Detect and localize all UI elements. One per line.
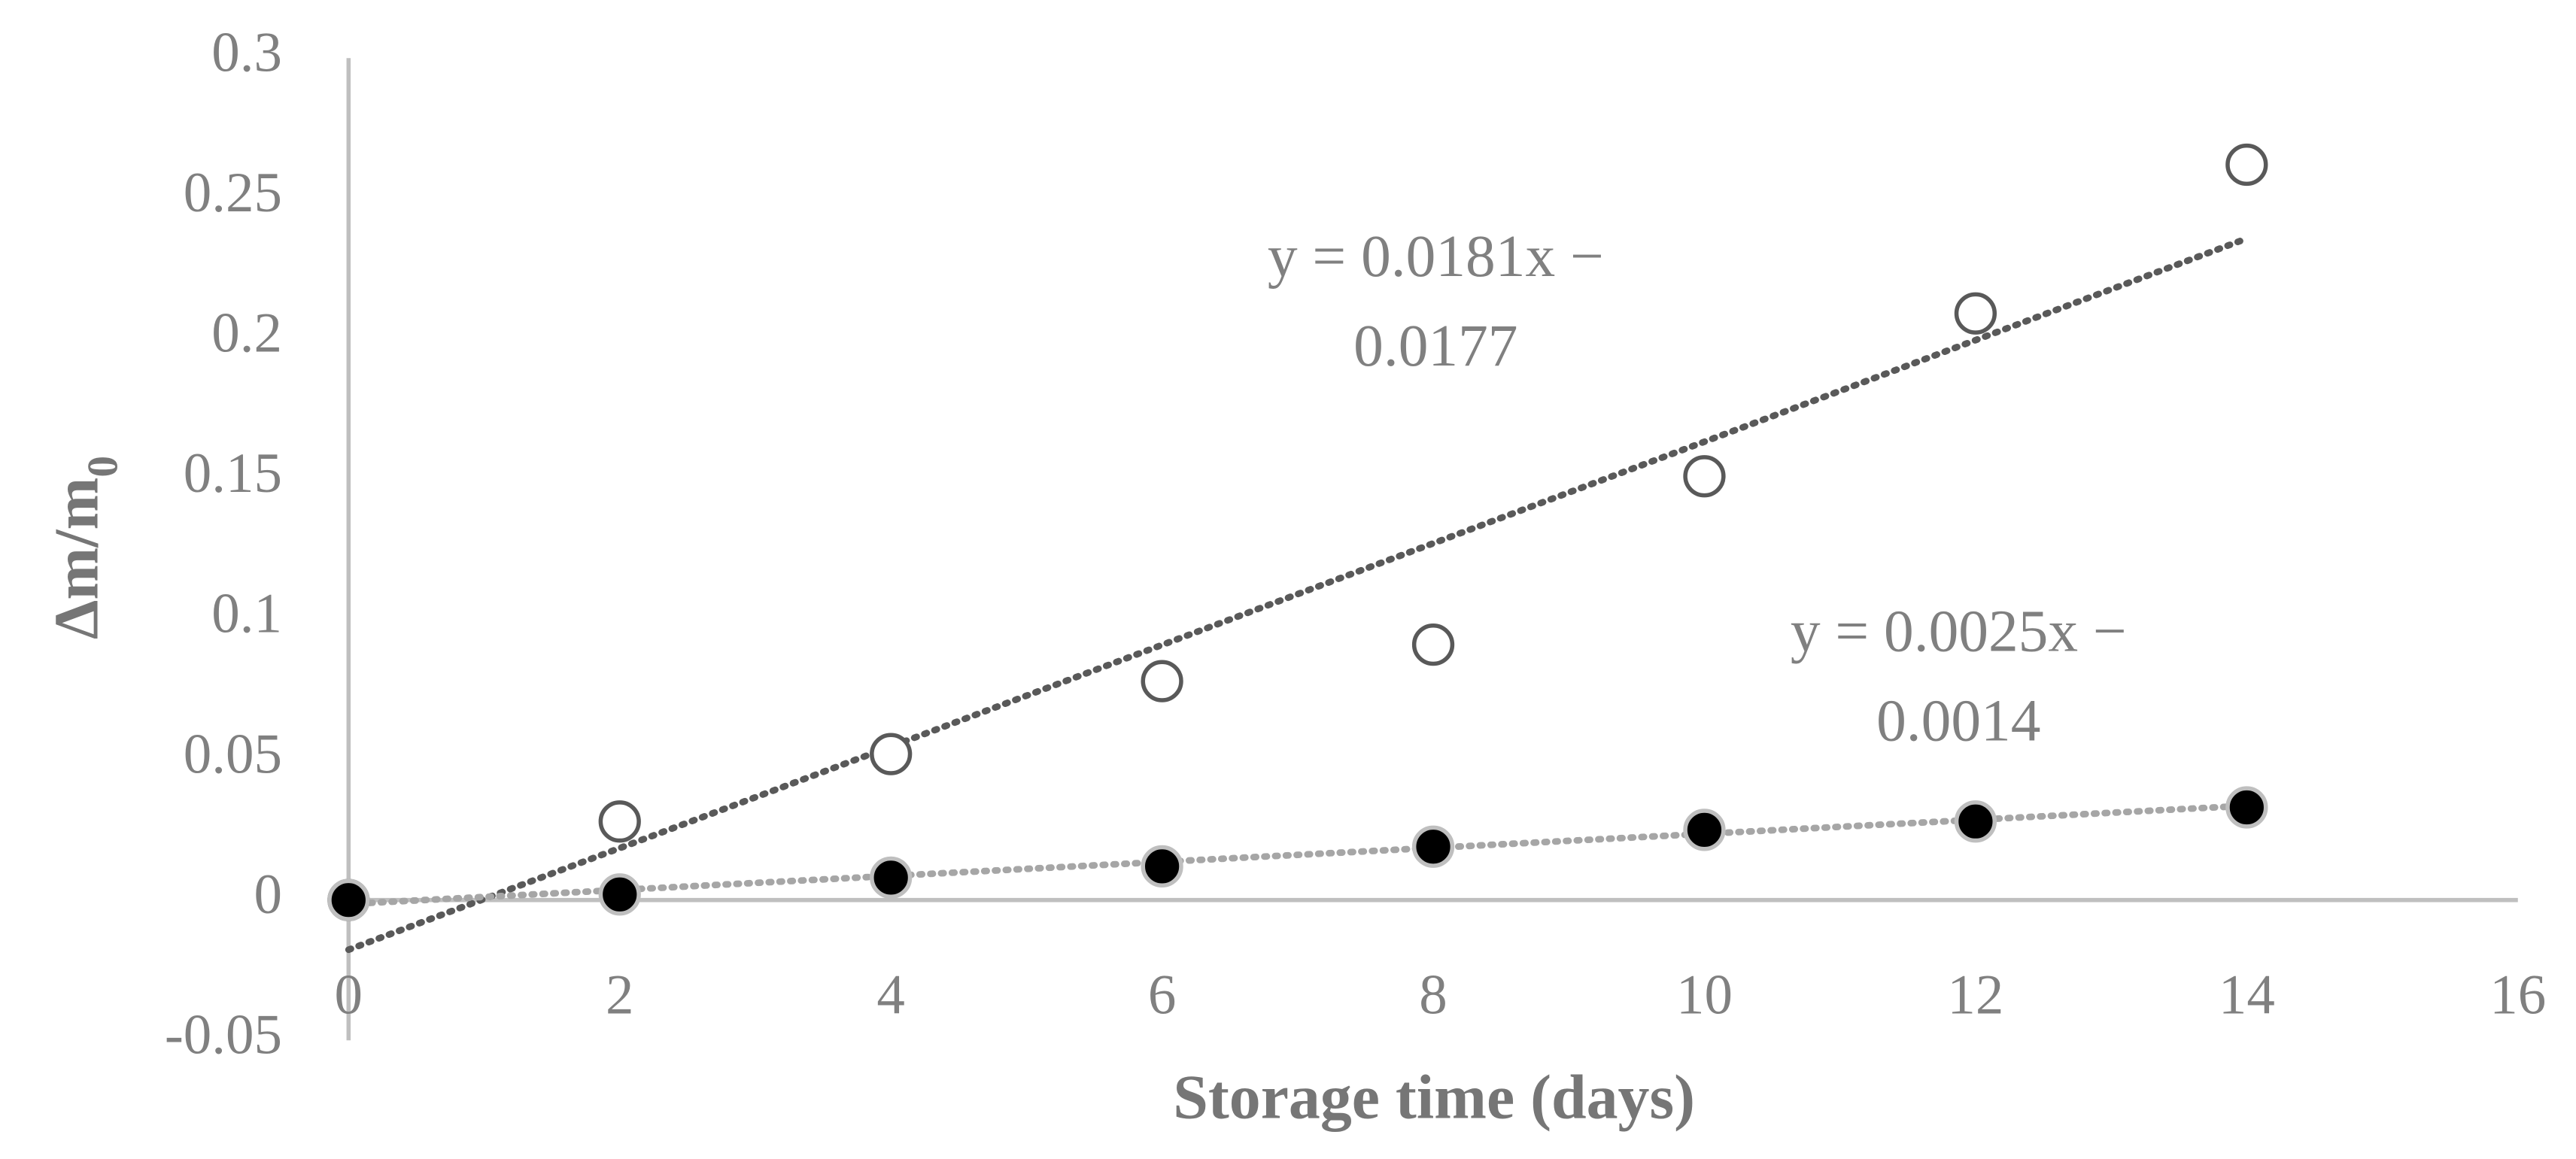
trendline-equation: 0.0177 — [1353, 313, 1517, 379]
y-tick-label: 0 — [254, 863, 283, 926]
y-tick-label: 0.25 — [184, 162, 282, 224]
data-point — [1954, 292, 1997, 335]
y-tick-label: 0.1 — [211, 583, 282, 645]
data-point — [598, 873, 641, 916]
trendline-equation: y = 0.0181x − — [1268, 223, 1604, 290]
x-tick-label: 12 — [1947, 964, 2003, 1027]
data-point — [2225, 786, 2268, 829]
x-tick-label: 14 — [2219, 964, 2275, 1027]
y-tick-label: 0.15 — [184, 442, 282, 505]
x-tick-label: 4 — [876, 964, 905, 1027]
x-axis-title: Storage time (days) — [1173, 1062, 1695, 1132]
x-tick-label: 0 — [335, 964, 363, 1027]
x-tick-label: 6 — [1148, 964, 1176, 1027]
data-point — [327, 878, 370, 921]
x-tick-label: 16 — [2489, 964, 2546, 1027]
data-point — [870, 733, 913, 775]
data-point — [1683, 455, 1726, 498]
y-axis-title-main: Δm/m — [42, 478, 112, 640]
x-tick-label: 10 — [1676, 964, 1733, 1027]
trendline-equation: y = 0.0025x − — [1791, 598, 2127, 664]
x-tick-label: 2 — [606, 964, 634, 1027]
y-axis-title: Δm/m0 — [42, 456, 126, 639]
data-point — [1141, 660, 1183, 702]
data-point — [1954, 800, 1997, 843]
trendline — [345, 235, 2250, 954]
y-tick-label: -0.05 — [165, 1003, 282, 1066]
data-point — [1411, 623, 1455, 666]
x-tick-label: 8 — [1419, 964, 1447, 1027]
y-tick-label: 0.05 — [184, 723, 282, 785]
data-point — [1411, 825, 1455, 868]
data-point — [598, 800, 641, 843]
data-point — [870, 856, 913, 899]
data-point — [2225, 143, 2268, 187]
trendline-equation: 0.0014 — [1876, 688, 2040, 754]
y-tick-label: 0.2 — [211, 302, 282, 365]
data-point — [1683, 809, 1726, 851]
y-axis-title-subscript: 0 — [79, 456, 126, 478]
y-tick-label: 0.3 — [211, 21, 282, 83]
trendline — [345, 802, 2250, 908]
data-point — [1141, 845, 1183, 888]
